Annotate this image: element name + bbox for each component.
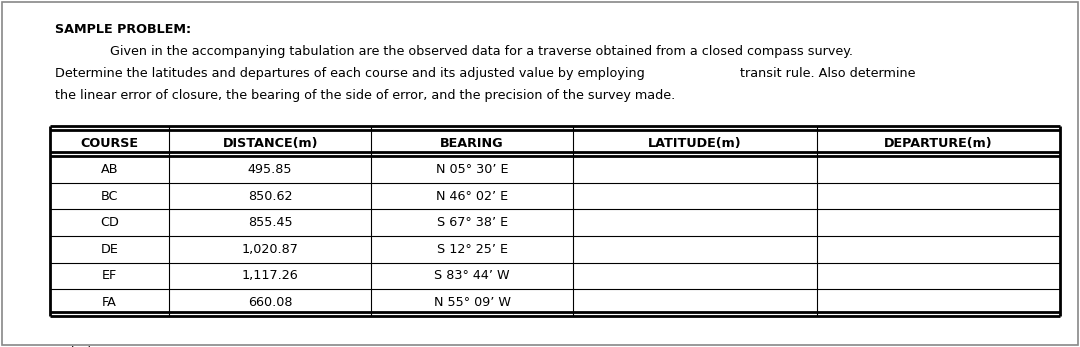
Text: SAMPLE PROBLEM:: SAMPLE PROBLEM: <box>55 23 191 36</box>
Text: DISTANCE(m): DISTANCE(m) <box>222 137 318 150</box>
Text: Solution:: Solution: <box>55 346 111 347</box>
Text: N 46° 02’ E: N 46° 02’ E <box>436 190 509 203</box>
Text: BC: BC <box>100 190 119 203</box>
Text: AB: AB <box>100 163 119 176</box>
Text: COURSE: COURSE <box>81 137 138 150</box>
Text: 1,020.87: 1,020.87 <box>242 243 298 256</box>
Text: DE: DE <box>100 243 119 256</box>
Text: N 05° 30’ E: N 05° 30’ E <box>436 163 509 176</box>
Text: S 67° 38’ E: S 67° 38’ E <box>436 216 508 229</box>
Text: 850.62: 850.62 <box>248 190 293 203</box>
Text: 495.85: 495.85 <box>248 163 293 176</box>
Text: 660.08: 660.08 <box>248 296 293 309</box>
Text: transit rule. Also determine: transit rule. Also determine <box>740 67 916 80</box>
Text: 1,117.26: 1,117.26 <box>242 269 298 282</box>
Text: S 83° 44’ W: S 83° 44’ W <box>434 269 510 282</box>
Text: CD: CD <box>100 216 119 229</box>
Text: S 12° 25’ E: S 12° 25’ E <box>436 243 508 256</box>
Text: the linear error of closure, the bearing of the side of error, and the precision: the linear error of closure, the bearing… <box>55 89 675 102</box>
Text: Given in the accompanying tabulation are the observed data for a traverse obtain: Given in the accompanying tabulation are… <box>110 45 853 58</box>
Text: N 55° 09’ W: N 55° 09’ W <box>434 296 511 309</box>
Text: EF: EF <box>102 269 118 282</box>
Text: LATITUDE(m): LATITUDE(m) <box>648 137 742 150</box>
Text: Determine the latitudes and departures of each course and its adjusted value by : Determine the latitudes and departures o… <box>55 67 645 80</box>
Text: BEARING: BEARING <box>441 137 504 150</box>
Text: FA: FA <box>103 296 117 309</box>
Text: DEPARTURE(m): DEPARTURE(m) <box>885 137 993 150</box>
Text: 855.45: 855.45 <box>248 216 293 229</box>
